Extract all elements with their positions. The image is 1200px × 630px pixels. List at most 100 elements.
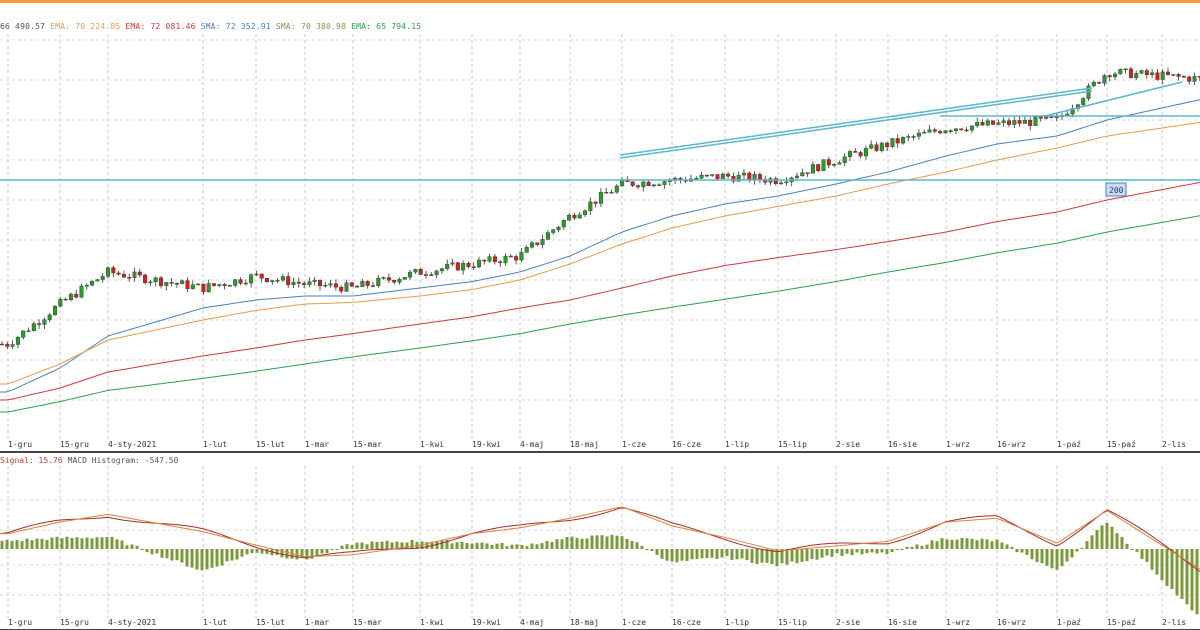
histogram-bar <box>45 540 49 549</box>
candle-up <box>381 277 386 279</box>
candle-up <box>1139 70 1144 74</box>
histogram-bar <box>635 542 639 549</box>
candle-up <box>280 276 285 281</box>
candle-down <box>222 284 227 286</box>
histogram-bar <box>340 545 344 549</box>
histogram-bar <box>685 549 689 561</box>
candle-up <box>323 284 328 287</box>
trend-lines[interactable] <box>0 81 1200 181</box>
rising-trend-line <box>619 87 1093 156</box>
candle-up <box>164 282 169 286</box>
candle-up <box>21 330 26 338</box>
candle-up <box>1012 120 1017 125</box>
candle-down <box>424 274 429 276</box>
histogram-bar <box>165 549 169 559</box>
histogram-bar <box>145 549 149 553</box>
candle-down <box>1007 120 1012 125</box>
histogram-bar <box>180 549 184 563</box>
histogram-bar <box>570 536 574 549</box>
candle-up <box>58 298 63 307</box>
x-axis-labels: 1-gru 15-gru 4-sty-2021 1-lut 15-lut 1-mar 15-… <box>8 440 1186 449</box>
histogram-bar <box>815 549 819 560</box>
moving-average-lines <box>0 99 1200 413</box>
histogram-bar <box>1040 549 1044 564</box>
candle-up <box>31 323 36 331</box>
histogram-bar <box>695 549 699 559</box>
histogram-bar <box>5 539 9 549</box>
histogram-bar <box>1145 549 1149 562</box>
histogram-bar <box>110 536 114 549</box>
histogram-bar <box>970 538 974 549</box>
x-tick-label: 1-wrz <box>946 618 970 627</box>
candle-up <box>477 259 482 268</box>
candle-up <box>641 181 646 188</box>
candle-up <box>662 181 667 185</box>
x-tick-label: 1-kwi <box>420 440 444 449</box>
candle-down <box>816 164 821 171</box>
candle-up <box>328 283 333 286</box>
candle-up <box>519 252 524 261</box>
indicator-value: SMA: 72 352.91 <box>200 22 271 31</box>
histogram-bar <box>1045 549 1049 566</box>
x-tick-label: 15-gru <box>60 618 89 627</box>
histogram-bar <box>860 549 864 555</box>
candle-down <box>805 172 810 174</box>
candle-down <box>1187 76 1192 82</box>
x-tick-label: 19-kwi <box>472 440 501 449</box>
candle-down <box>286 276 291 286</box>
histogram-bar <box>775 549 779 567</box>
candle-up <box>376 277 381 286</box>
candle-down <box>259 273 264 279</box>
candle-down <box>349 282 354 287</box>
candle-up <box>307 281 312 285</box>
histogram-bar <box>255 549 259 553</box>
candle-up <box>42 319 47 325</box>
candle-up <box>15 337 20 345</box>
x-tick-label: 15-mar <box>353 618 382 627</box>
histogram-bar <box>205 549 209 570</box>
candle-up <box>1001 120 1006 123</box>
histogram-bar <box>1000 542 1004 549</box>
candle-down <box>572 214 577 219</box>
candle-up <box>821 159 826 171</box>
histogram-bar <box>925 544 929 549</box>
candle-up <box>10 344 15 347</box>
macd-x-axis-labels: 1-gru 15-gru 4-sty-2021 1-lut 15-lut 1-mar 15-… <box>8 618 1186 627</box>
histogram-bar <box>1190 549 1194 611</box>
indicator-value: EMA: 72 081.46 <box>125 22 196 31</box>
candle-up <box>227 285 232 287</box>
histogram-bar <box>70 537 74 549</box>
histogram-bar <box>770 549 774 565</box>
window-accent-bar <box>0 0 1200 3</box>
histogram-bar <box>905 546 909 549</box>
candle-down <box>365 281 370 286</box>
candle-down <box>37 323 42 325</box>
histogram-bar <box>65 536 69 549</box>
candle-down <box>174 282 179 285</box>
histogram-bar <box>780 549 784 564</box>
histogram-bar <box>190 549 194 568</box>
candle-up <box>736 174 741 182</box>
candle-down <box>296 281 301 284</box>
candle-up <box>720 173 725 179</box>
candle-down <box>1176 74 1181 77</box>
candle-up <box>879 142 884 151</box>
histogram-bar <box>655 549 659 556</box>
candle-up <box>943 130 948 134</box>
x-tick-label: 16-wrz <box>997 618 1026 627</box>
histogram-bar <box>1090 535 1094 549</box>
ema-line-2 <box>0 181 1200 401</box>
histogram-bar <box>1185 549 1189 605</box>
histogram-bar <box>1110 526 1114 549</box>
histogram-bar <box>870 549 874 553</box>
period-marker-label: 200 <box>1109 186 1124 195</box>
histogram-bar <box>850 549 854 556</box>
sma-line <box>0 99 1200 393</box>
histogram-bar <box>405 542 409 549</box>
histogram-bar <box>240 549 244 557</box>
histogram-bar <box>1070 549 1074 558</box>
x-tick-label: 1-lip <box>725 618 749 627</box>
histogram-bar <box>380 541 384 549</box>
